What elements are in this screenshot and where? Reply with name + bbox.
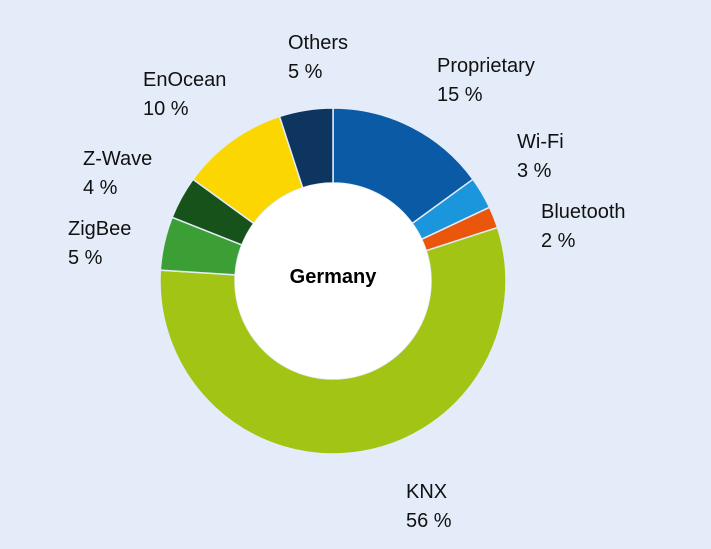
slice-label-proprietary: Proprietary 15 % — [437, 52, 535, 110]
center-label: Germany — [289, 266, 377, 288]
slice-value-wi-fi: 3 % — [517, 160, 552, 182]
slice-name-proprietary: Proprietary — [437, 55, 535, 77]
slice-name-enocean: EnOcean — [143, 69, 227, 91]
slice-value-proprietary: 15 % — [437, 84, 483, 106]
slice-label-z-wave: Z-Wave 4 % — [83, 145, 152, 203]
slice-label-knx: KNX 56 % — [406, 478, 452, 536]
slice-value-z-wave: 4 % — [83, 177, 118, 199]
slice-label-enocean: EnOcean 10 % — [143, 66, 226, 124]
slice-label-bluetooth: Bluetooth 2 % — [541, 198, 626, 256]
slice-name-zigbee: ZigBee — [68, 218, 132, 240]
donut-hole — [235, 183, 431, 379]
slice-name-bluetooth: Bluetooth — [541, 201, 626, 223]
slice-value-others: 5 % — [288, 61, 323, 83]
slice-value-enocean: 10 % — [143, 98, 189, 120]
slice-name-z-wave: Z-Wave — [83, 148, 153, 170]
slice-label-zigbee: ZigBee 5 % — [68, 215, 131, 273]
slice-name-wi-fi: Wi-Fi — [517, 131, 564, 153]
slice-value-bluetooth: 2 % — [541, 230, 576, 252]
slice-label-others: Others 5 % — [288, 29, 348, 87]
slice-value-zigbee: 5 % — [68, 247, 103, 269]
slice-name-knx: KNX — [406, 481, 448, 503]
slice-value-knx: 56 % — [406, 510, 452, 532]
slice-name-others: Others — [288, 32, 349, 54]
slice-label-wi-fi: Wi-Fi 3 % — [517, 128, 564, 186]
